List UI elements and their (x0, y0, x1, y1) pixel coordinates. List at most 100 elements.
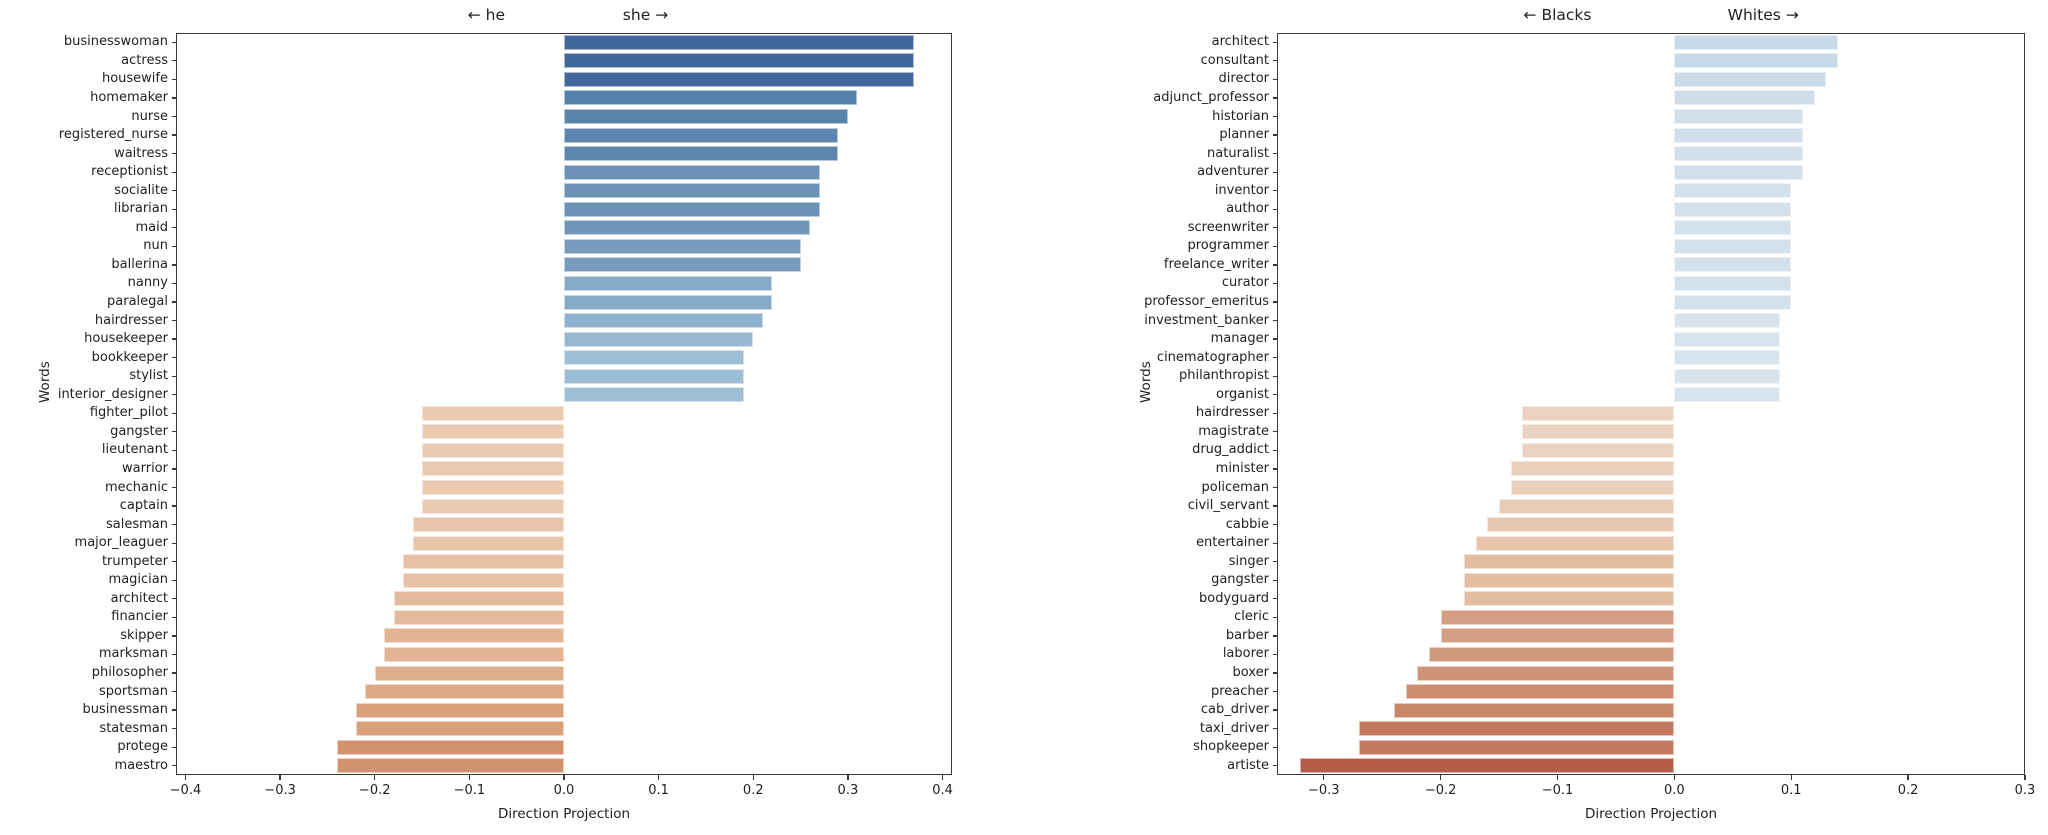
bar (1428, 646, 1675, 662)
bar-label: magistrate (1198, 423, 1269, 439)
y-tick-mark (1272, 301, 1277, 303)
bar (1464, 554, 1675, 570)
bar-label: adventurer (1197, 164, 1269, 180)
bar (1674, 201, 1792, 217)
y-tick-mark (1272, 412, 1277, 414)
y-tick-mark (171, 319, 176, 322)
bar-label: consultant (1200, 52, 1269, 68)
y-tick-mark (1272, 264, 1277, 266)
y-tick-mark (1272, 765, 1277, 767)
bar-label: waitress (114, 145, 168, 161)
bar (564, 275, 773, 291)
y-tick-mark (171, 412, 176, 414)
y-tick-mark (1272, 171, 1277, 173)
y-tick-mark (171, 338, 176, 340)
y-tick-mark (1272, 672, 1277, 674)
y-tick-mark (1272, 468, 1277, 470)
bar-label: gangster (1211, 572, 1269, 588)
x-axis-label: Direction Projection (1584, 806, 1718, 822)
bar-label: gangster (110, 423, 168, 439)
bar-label: preacher (1210, 683, 1269, 699)
y-tick-mark (171, 728, 176, 730)
bar (1674, 146, 1803, 162)
bar (422, 424, 564, 440)
y-tick-mark (171, 561, 176, 563)
bar-label: financier (111, 609, 168, 625)
y-tick-mark (171, 431, 176, 433)
y-tick-mark (1272, 486, 1277, 489)
bar (422, 405, 564, 421)
bar-label: philosopher (91, 665, 168, 680)
bar-label: boxer (1232, 665, 1269, 680)
bar (564, 201, 820, 217)
x-tick-mark (1907, 775, 1909, 780)
bar (564, 71, 915, 87)
bar-label: adjunct_professor (1153, 89, 1269, 105)
bar-label: planner (1219, 127, 1269, 143)
bar (564, 220, 811, 236)
y-tick-mark (1272, 375, 1277, 377)
bar-label: captain (119, 498, 168, 514)
y-tick-mark (171, 579, 176, 581)
bar (1440, 609, 1675, 625)
bar (422, 498, 564, 514)
x-tick-mark (374, 775, 376, 780)
bar (355, 702, 564, 718)
y-tick-mark (1272, 579, 1277, 581)
x-tick-label: 0.0 (1664, 783, 1685, 798)
bar-label: programmer (1187, 238, 1270, 254)
bar-label: fighter_pilot (89, 405, 168, 421)
bar (1393, 702, 1675, 718)
y-tick-mark (1272, 319, 1277, 322)
bar (564, 183, 820, 199)
bar-label: manager (1210, 331, 1269, 347)
bar-label: curator (1221, 275, 1269, 291)
bar (393, 609, 564, 625)
bar-label: bookkeeper (91, 349, 168, 365)
y-tick-mark (1272, 542, 1277, 544)
bar (422, 480, 564, 495)
bar (1487, 517, 1675, 533)
bar (412, 517, 564, 533)
bar-label: librarian (114, 201, 168, 217)
bar-label: architect (1211, 34, 1269, 50)
bar-label: actress (121, 52, 168, 68)
bar-label: cinematographer (1156, 349, 1269, 365)
bar-label: major_leaguer (74, 535, 168, 551)
bar-label: author (1226, 201, 1269, 217)
chart-he-she: ← he she → Words Direction Projection busine… (37, 6, 953, 822)
bar-label: director (1218, 71, 1269, 87)
bar (1674, 238, 1792, 254)
bar (564, 90, 858, 106)
y-tick-mark (171, 542, 176, 544)
bar (564, 109, 848, 124)
x-axis-label: Direction Projection (497, 806, 631, 822)
y-tick-mark (1272, 505, 1277, 507)
x-tick-mark (2024, 775, 2026, 780)
direction-header-right: she → (622, 6, 669, 24)
x-tick-label: −0.2 (1424, 783, 1457, 798)
bar (336, 758, 564, 774)
bar-label: ballerina (111, 256, 168, 272)
y-tick-mark (1272, 245, 1277, 247)
bar-label: magician (108, 572, 168, 588)
y-tick-mark (1272, 134, 1277, 136)
bar-label: homemaker (90, 89, 168, 105)
x-tick-mark (847, 775, 849, 780)
bar-label: policeman (1201, 479, 1269, 495)
bar-label: singer (1228, 553, 1269, 569)
bar (1464, 591, 1675, 607)
bar-label: sportsman (98, 683, 168, 699)
x-tick-mark (1323, 775, 1325, 780)
bar (1674, 275, 1792, 291)
bar-label: screenwriter (1187, 219, 1269, 235)
bar-label: philanthropist (1178, 368, 1269, 384)
bar (1674, 350, 1780, 366)
y-tick-mark (1272, 208, 1277, 210)
y-tick-mark (1272, 78, 1277, 81)
bar-label: civil_servant (1187, 498, 1269, 514)
y-tick-mark (1272, 115, 1277, 118)
y-tick-mark (1272, 653, 1277, 656)
bar (1300, 758, 1675, 774)
